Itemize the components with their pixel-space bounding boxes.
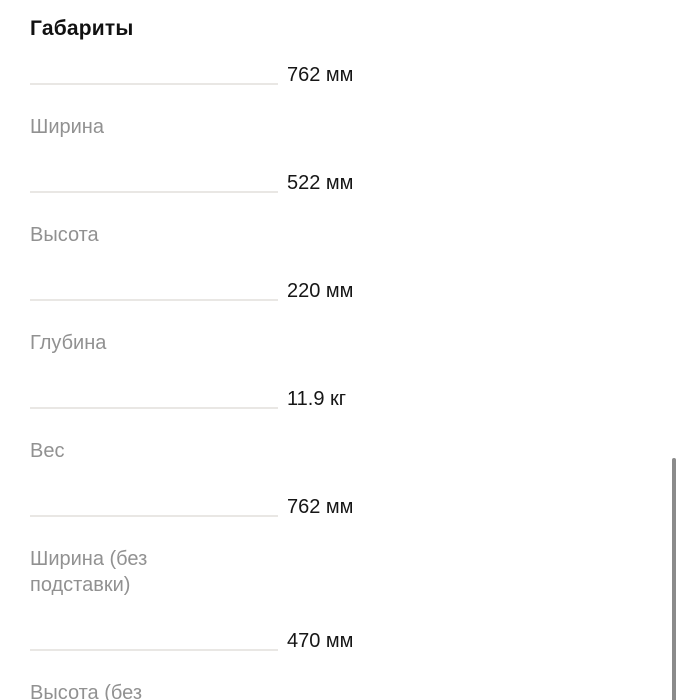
spec-row: Ширина 762 мм (30, 62, 652, 140)
spec-row: Глубина 220 мм (30, 278, 652, 356)
leader-line (30, 191, 278, 193)
spec-label: Высота (без подставки) (30, 682, 142, 700)
spec-row: Ширина (без подставки) 762 мм (30, 494, 652, 598)
spec-label: Ширина (без подставки) (30, 548, 148, 596)
spec-value: 11.9 кг (287, 388, 347, 410)
leader-line (30, 83, 278, 85)
spec-label: Ширина (30, 116, 112, 138)
spec-value: 762 мм (287, 496, 354, 518)
spec-value: 220 мм (287, 280, 354, 302)
spec-label: Вес (30, 440, 73, 462)
spec-label: Высота (30, 224, 107, 246)
leader-line (30, 299, 278, 301)
spec-row: Высота (без подставки) 470 мм (30, 628, 652, 700)
spec-value: 762 мм (287, 64, 354, 86)
leader-line (30, 649, 278, 651)
spec-row: Вес 11.9 кг (30, 386, 652, 464)
leader-line (30, 407, 278, 409)
section-title: Габариты (30, 17, 134, 40)
spec-value: 470 мм (287, 630, 354, 652)
spec-label: Глубина (30, 332, 115, 354)
spec-value: 522 мм (287, 172, 354, 194)
spec-row: Высота 522 мм (30, 170, 652, 248)
spec-rows: Ширина 762 мм Высота 522 мм Глубина 220 … (30, 62, 652, 700)
scrollbar-thumb[interactable] (672, 458, 676, 700)
leader-line (30, 515, 278, 517)
